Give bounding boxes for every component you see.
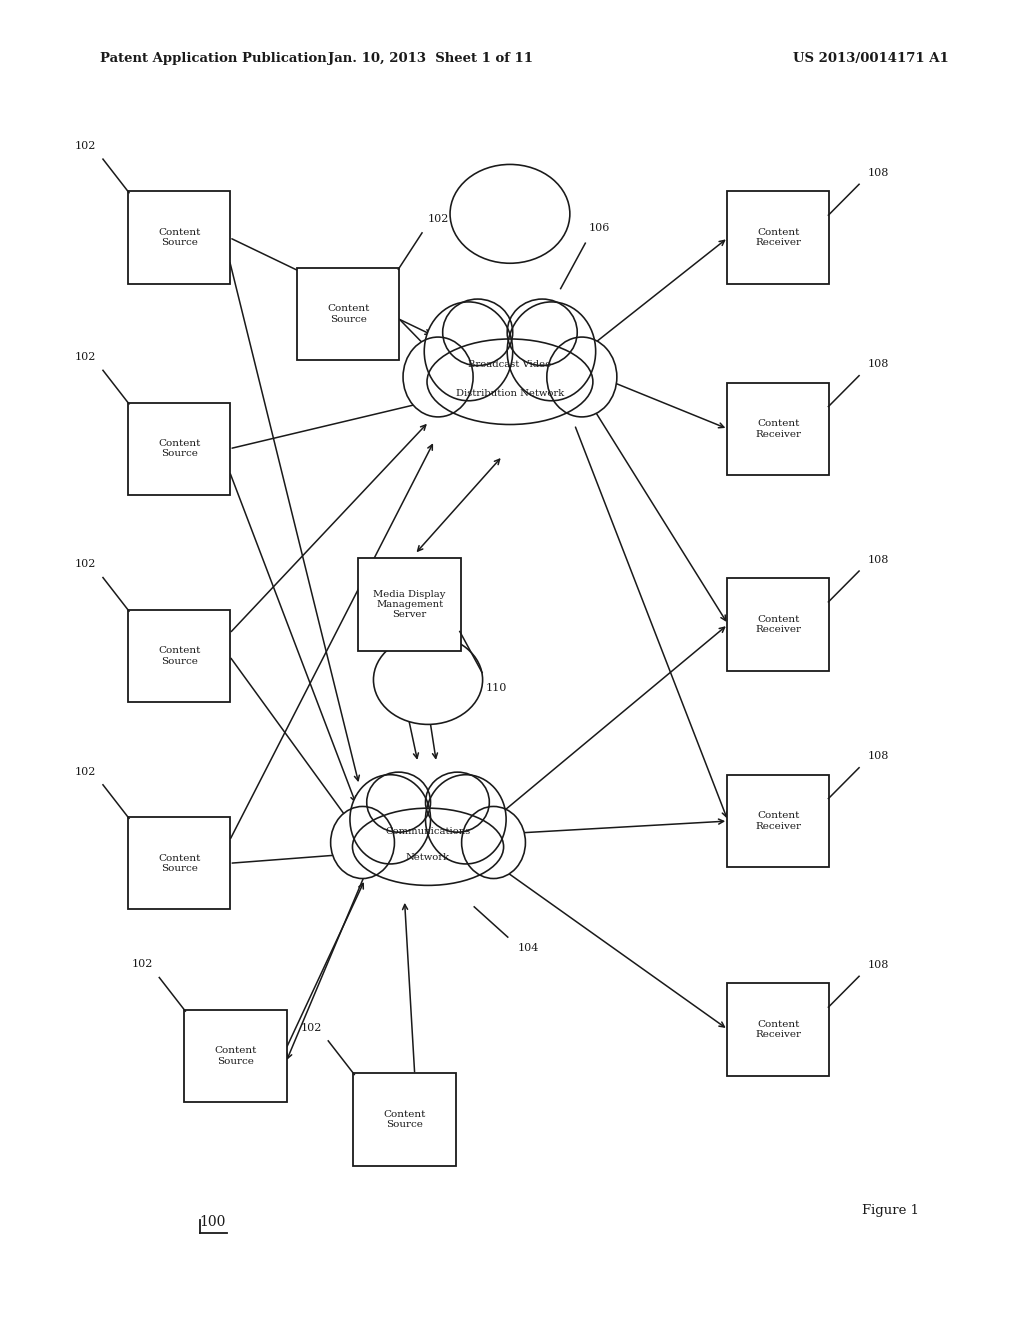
Ellipse shape [547,337,616,417]
Ellipse shape [367,772,430,832]
Text: 104: 104 [517,942,539,953]
Text: Content
Receiver: Content Receiver [756,228,801,247]
Text: 110: 110 [485,682,507,693]
Text: Jan. 10, 2013  Sheet 1 of 11: Jan. 10, 2013 Sheet 1 of 11 [328,51,532,65]
Text: 102: 102 [75,767,96,776]
Text: 108: 108 [867,168,889,178]
Text: Broadcast Video: Broadcast Video [468,360,552,370]
FancyBboxPatch shape [727,578,829,671]
FancyBboxPatch shape [128,610,230,702]
Text: Patent Application Publication: Patent Application Publication [100,51,327,65]
Text: 102: 102 [75,352,96,362]
Text: 102: 102 [427,214,449,223]
Text: Content
Receiver: Content Receiver [756,1020,801,1039]
Text: Communications: Communications [385,826,471,836]
Text: 106: 106 [589,223,610,234]
Ellipse shape [462,807,525,879]
FancyBboxPatch shape [727,775,829,867]
Text: Content
Source: Content Source [158,647,201,665]
Ellipse shape [352,808,504,886]
Ellipse shape [507,302,596,401]
Ellipse shape [350,775,430,865]
Text: Content
Source: Content Source [383,1110,426,1129]
Text: Distribution Network: Distribution Network [456,388,564,397]
Text: 108: 108 [867,751,889,762]
Ellipse shape [426,772,489,832]
Ellipse shape [507,300,578,366]
Text: US 2013/0014171 A1: US 2013/0014171 A1 [793,51,948,65]
Text: Figure 1: Figure 1 [862,1204,920,1217]
Ellipse shape [403,337,473,417]
Text: 102: 102 [75,560,96,569]
Text: 108: 108 [867,960,889,970]
FancyBboxPatch shape [128,403,230,495]
Ellipse shape [451,165,569,263]
FancyBboxPatch shape [128,191,230,284]
Text: Content
Receiver: Content Receiver [756,615,801,634]
FancyBboxPatch shape [727,383,829,475]
FancyBboxPatch shape [297,268,399,360]
Ellipse shape [424,302,513,401]
Text: Content
Receiver: Content Receiver [756,420,801,438]
Text: Network: Network [406,853,451,862]
Text: 102: 102 [300,1023,322,1032]
Text: 102: 102 [131,960,153,969]
Text: 108: 108 [867,359,889,370]
Text: 100: 100 [200,1214,226,1229]
Text: Content
Source: Content Source [158,440,201,458]
Text: Content
Source: Content Source [214,1047,257,1065]
Ellipse shape [331,807,394,879]
Ellipse shape [426,775,506,865]
Text: 102: 102 [75,141,96,150]
FancyBboxPatch shape [727,983,829,1076]
FancyBboxPatch shape [184,1010,287,1102]
Ellipse shape [427,339,593,425]
Text: Content
Receiver: Content Receiver [756,812,801,830]
Text: Content
Source: Content Source [158,854,201,873]
Text: Media Display
Management
Server: Media Display Management Server [374,590,445,619]
FancyBboxPatch shape [128,817,230,909]
FancyBboxPatch shape [358,558,461,651]
FancyBboxPatch shape [353,1073,456,1166]
Text: 108: 108 [867,554,889,565]
Ellipse shape [442,300,513,366]
Text: Content
Source: Content Source [158,228,201,247]
FancyBboxPatch shape [727,191,829,284]
Ellipse shape [374,635,482,725]
Text: Content
Source: Content Source [327,305,370,323]
